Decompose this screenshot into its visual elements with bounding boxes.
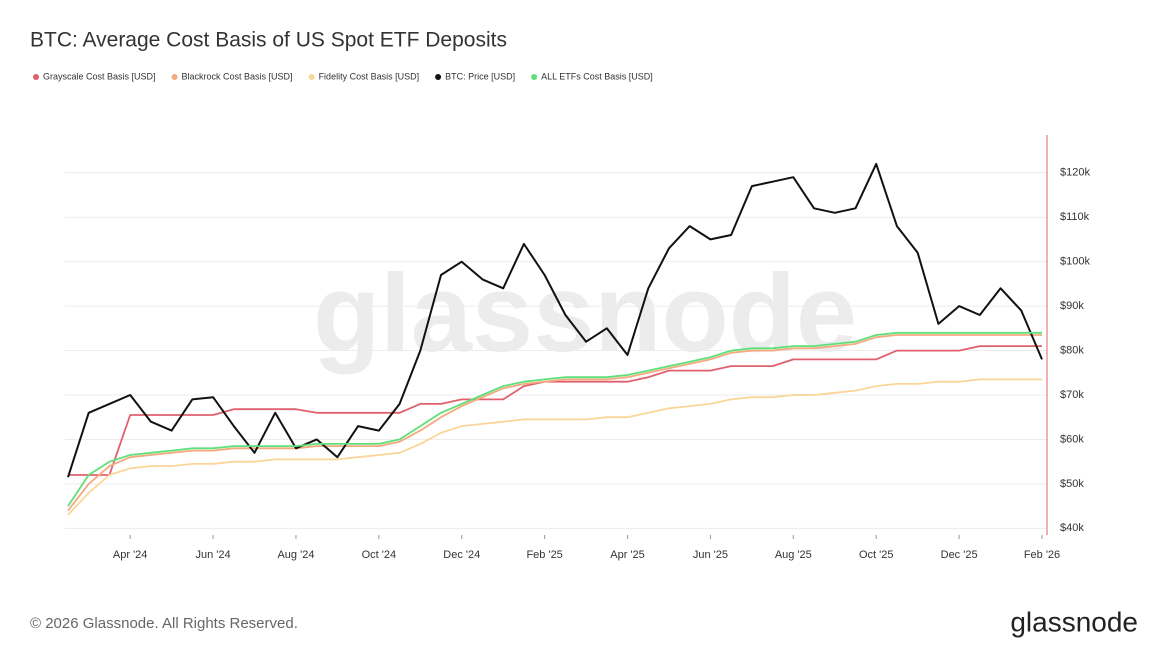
brand-logo: glassnode	[1010, 606, 1138, 637]
legend-marker	[308, 74, 315, 80]
x-tick-label: Feb '26	[1024, 549, 1060, 561]
x-tick-label: Apr '25	[610, 549, 645, 561]
x-tick-label: Oct '24	[362, 549, 397, 561]
footer: © 2026 Glassnode. All Rights Reserved.	[30, 615, 298, 632]
y-tick-label: $100k	[1060, 256, 1090, 268]
series-line	[67, 162, 1043, 478]
x-tick-label: Dec '25	[941, 549, 978, 561]
y-tick-label: $80k	[1060, 344, 1084, 356]
x-tick-label: Apr '24	[113, 549, 148, 561]
legend-marker	[171, 74, 178, 80]
y-tick-label: $70k	[1060, 389, 1084, 401]
x-tick-label: Dec '24	[443, 549, 480, 561]
series-line	[67, 378, 1042, 516]
y-tick-label: $120k	[1060, 167, 1090, 179]
legend-marker	[33, 74, 39, 80]
x-tick-label: Jun '24	[195, 549, 230, 561]
y-tick-label: $110k	[1060, 211, 1090, 223]
x-tick-label: Aug '25	[775, 549, 812, 561]
legend-label: Blackrock Cost Basis [USD]	[182, 71, 293, 81]
x-tick-label: Oct '25	[859, 549, 894, 561]
legend-marker	[531, 74, 538, 80]
series-line	[68, 345, 1042, 476]
series-line	[67, 331, 1042, 507]
y-tick-label: $50k	[1060, 478, 1084, 490]
y-tick-label: $90k	[1060, 300, 1084, 312]
series-line	[67, 334, 1042, 512]
chart-title: BTC: Average Cost Basis of US Spot ETF D…	[30, 29, 507, 52]
y-tick-label: $60k	[1060, 433, 1084, 445]
x-tick-label: Feb '25	[526, 549, 562, 561]
legend-label: BTC: Price [USD]	[445, 71, 515, 81]
legend-label: Fidelity Cost Basis [USD]	[319, 71, 420, 81]
x-tick-label: Jun '25	[693, 549, 728, 561]
legend-label: Grayscale Cost Basis [USD]	[43, 71, 156, 81]
watermark: glassnode	[313, 252, 857, 375]
y-tick-label: $40k	[1060, 522, 1084, 534]
legend-marker	[435, 74, 442, 80]
x-tick-label: Aug '24	[277, 549, 314, 561]
legend-label: ALL ETFs Cost Basis [USD]	[541, 71, 653, 81]
